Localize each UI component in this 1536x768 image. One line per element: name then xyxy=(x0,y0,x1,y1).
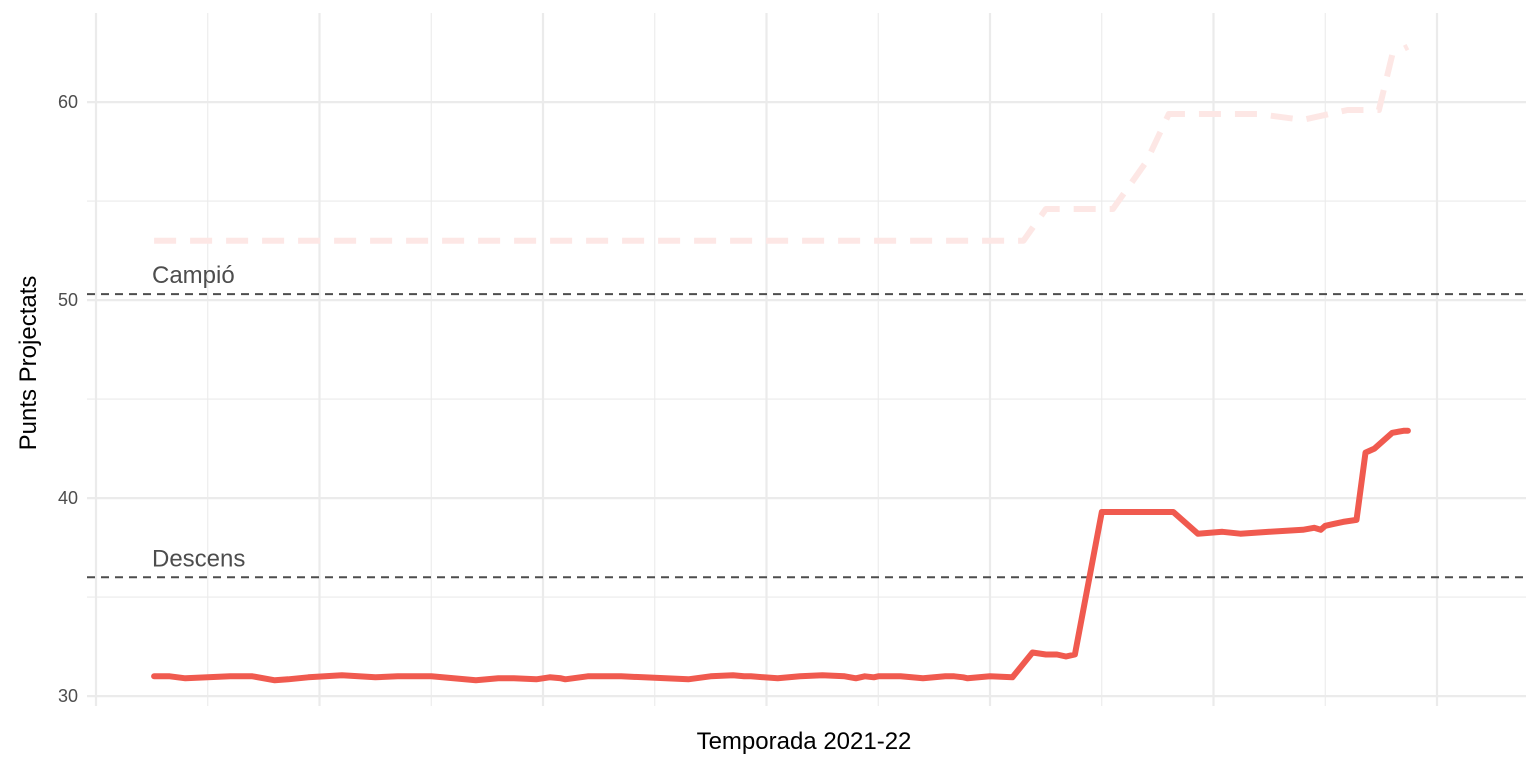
grid xyxy=(87,13,1526,706)
y-axis-title: Punts Projectats xyxy=(15,276,42,451)
reference-label: Descens xyxy=(152,545,245,572)
y-axis-ticks: 30 40 50 60 xyxy=(58,92,78,706)
y-tick-label: 40 xyxy=(58,488,78,508)
x-axis-title: Temporada 2021-22 xyxy=(697,728,912,755)
series-line xyxy=(151,427,1411,684)
y-tick-label: 30 xyxy=(58,686,78,706)
y-tick-label: 60 xyxy=(58,92,78,112)
series-line-dashed xyxy=(154,44,1410,244)
y-tick-label: 50 xyxy=(58,290,78,310)
reference-label: Campió xyxy=(152,262,235,289)
series xyxy=(151,44,1411,684)
reference-lines: Campió Descens xyxy=(87,262,1526,579)
